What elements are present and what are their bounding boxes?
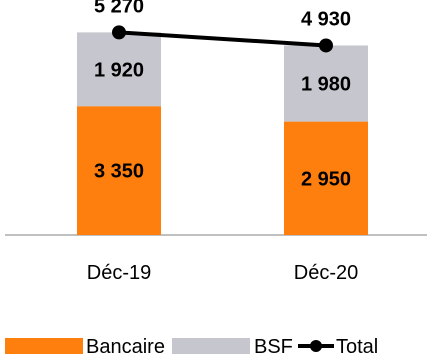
legend-label-bsf: BSF (254, 336, 293, 355)
legend-label-bancaire: Bancaire (86, 336, 165, 355)
total-point-1 (319, 38, 333, 53)
legend-label-total: Total (336, 336, 378, 355)
legend: Bancaire BSF Total (5, 336, 378, 355)
legend-swatch-bancaire (5, 338, 83, 354)
total-point-0 (112, 25, 126, 40)
bar-bancaire-0 (77, 106, 161, 235)
legend-swatch-bsf (172, 338, 250, 354)
data-label-bsf-1: 1 980 (301, 74, 351, 96)
data-label-bsf-0: 1 920 (94, 59, 144, 81)
legend-marker-total (310, 340, 322, 352)
total-label-1: 4 930 (301, 8, 351, 30)
data-label-bancaire-1: 2 950 (301, 168, 351, 190)
data-label-bancaire-0: 3 350 (94, 161, 144, 183)
category-label-1: Déc-20 (294, 262, 358, 284)
total-line (118, 30, 327, 48)
bar-bsf-0 (77, 32, 161, 107)
bar-bancaire-1 (284, 121, 368, 235)
category-label-0: Déc-19 (87, 262, 151, 284)
bar-bsf-1 (284, 45, 368, 122)
total-label-0: 5 270 (94, 0, 144, 17)
